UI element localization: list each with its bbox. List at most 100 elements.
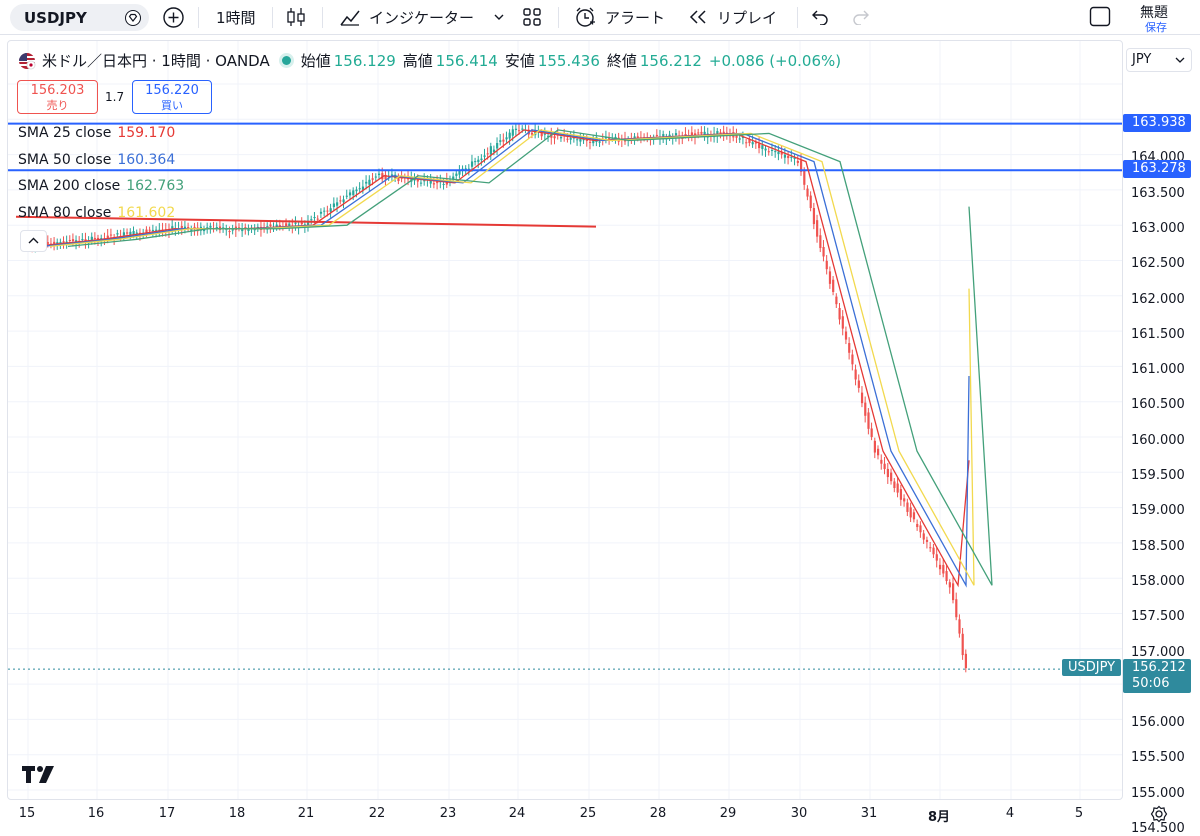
- add-symbol-icon[interactable]: [163, 7, 184, 28]
- candle-body: [890, 472, 893, 482]
- undo-icon[interactable]: [811, 9, 829, 25]
- price-tick: 157.500: [1131, 609, 1185, 625]
- candle-body: [275, 224, 278, 227]
- candle-body: [873, 440, 876, 453]
- sell-button[interactable]: 156.203 売り: [17, 80, 98, 114]
- candle-body: [151, 229, 155, 231]
- candle-body: [929, 547, 932, 549]
- buy-button[interactable]: 156.220 買い: [132, 80, 212, 114]
- time-tick: 8月: [927, 810, 951, 825]
- candle-body: [955, 599, 958, 618]
- replay-button[interactable]: リプレイ: [717, 9, 778, 27]
- redo-icon[interactable]: [852, 9, 870, 25]
- candle-body: [371, 178, 374, 180]
- price-tick: 156.000: [1131, 715, 1185, 731]
- diamond-icon[interactable]: [125, 10, 141, 26]
- symbol-search-button[interactable]: USDJPY: [10, 4, 149, 31]
- price-plot[interactable]: [8, 41, 1123, 800]
- candle-body: [822, 246, 825, 257]
- candle-body: [576, 139, 579, 141]
- tradingview-logo[interactable]: [22, 766, 56, 784]
- candle-body: [745, 142, 748, 144]
- chevron-up-icon: [28, 237, 39, 244]
- save-button[interactable]: 保存: [1145, 21, 1167, 34]
- time-tick: 18: [228, 806, 246, 821]
- indicator-sma200[interactable]: SMA 200 close 162.763: [18, 178, 184, 194]
- candle-body: [294, 222, 297, 224]
- candle-body: [922, 533, 925, 540]
- indicator-name: SMA 25 close: [18, 125, 112, 141]
- interval-button[interactable]: 1時間: [216, 9, 256, 27]
- candle-body: [489, 146, 492, 155]
- change-value: +0.086 (+0.06%): [708, 51, 842, 70]
- candle-body: [477, 159, 480, 163]
- candle-body: [361, 186, 365, 190]
- indicator-sma50[interactable]: SMA 50 close 160.364: [18, 152, 175, 168]
- current-price-label: 156.212 50:06: [1123, 659, 1191, 694]
- layout-name[interactable]: 無題: [1140, 5, 1168, 21]
- candle-body: [916, 523, 919, 528]
- candle-body: [355, 189, 358, 192]
- layout-grid-icon[interactable]: [522, 7, 542, 27]
- chart-pane[interactable]: [7, 40, 1123, 800]
- candle-body: [483, 155, 486, 157]
- close-value: 156.212: [639, 51, 702, 70]
- candle-body: [387, 176, 390, 178]
- candle-body: [390, 174, 394, 176]
- candle-body: [838, 307, 841, 320]
- candle-body: [800, 160, 803, 172]
- candle-body: [455, 173, 458, 176]
- candle-body: [345, 195, 348, 197]
- candle-body: [474, 161, 477, 163]
- candle-body: [432, 183, 436, 185]
- replay-icon[interactable]: [688, 10, 708, 24]
- candle-body: [436, 180, 439, 184]
- candle-body: [870, 428, 873, 438]
- indicators-button[interactable]: インジケーター: [369, 9, 475, 27]
- candle-body: [633, 136, 636, 139]
- series-title[interactable]: 米ドル／日本円 · 1時間 · OANDA: [42, 52, 270, 70]
- currency-label: JPY: [1132, 52, 1152, 67]
- candle-body: [352, 190, 355, 196]
- candle-body: [508, 132, 511, 139]
- candle-body: [932, 547, 935, 555]
- candle-body: [540, 132, 543, 137]
- candle-body: [59, 241, 62, 243]
- candle-body: [780, 151, 783, 155]
- candle-body: [958, 619, 961, 634]
- indicator-sma25[interactable]: SMA 25 close 159.170: [18, 125, 175, 141]
- candle-body: [809, 195, 812, 209]
- candle-body: [81, 239, 84, 241]
- candle-body: [116, 233, 119, 235]
- candle-body: [825, 260, 828, 270]
- candle-body: [793, 157, 796, 159]
- settings-icon[interactable]: [1150, 805, 1168, 823]
- indicator-sma80[interactable]: SMA 80 close 161.602: [18, 205, 175, 221]
- indicators-icon[interactable]: [339, 7, 361, 27]
- collapse-legend-button[interactable]: [20, 230, 47, 252]
- time-tick: 5: [1074, 806, 1084, 821]
- candle-body: [684, 134, 687, 136]
- time-tick: 23: [439, 806, 457, 821]
- candle-body: [690, 132, 694, 136]
- layout-icon[interactable]: [1089, 6, 1111, 27]
- candle-body: [442, 184, 445, 186]
- sell-price: 156.203: [30, 83, 85, 98]
- candle-body: [662, 134, 665, 137]
- time-tick: 25: [579, 806, 597, 821]
- candle-body: [241, 229, 244, 232]
- candle-body: [774, 151, 777, 153]
- candle-body: [854, 369, 857, 380]
- candle-body: [288, 223, 291, 227]
- candle-body: [253, 229, 256, 231]
- open-label: 始値: [300, 52, 331, 70]
- currency-select[interactable]: JPY: [1126, 48, 1192, 72]
- alarm-clock-icon[interactable]: [574, 6, 596, 28]
- candle-type-icon[interactable]: [286, 6, 306, 28]
- candle-body: [851, 354, 854, 365]
- time-tick: 30: [790, 806, 808, 821]
- alert-button[interactable]: アラート: [605, 9, 666, 27]
- candle-body: [877, 448, 880, 456]
- chevron-down-icon[interactable]: [494, 13, 504, 21]
- candle-body: [499, 140, 502, 142]
